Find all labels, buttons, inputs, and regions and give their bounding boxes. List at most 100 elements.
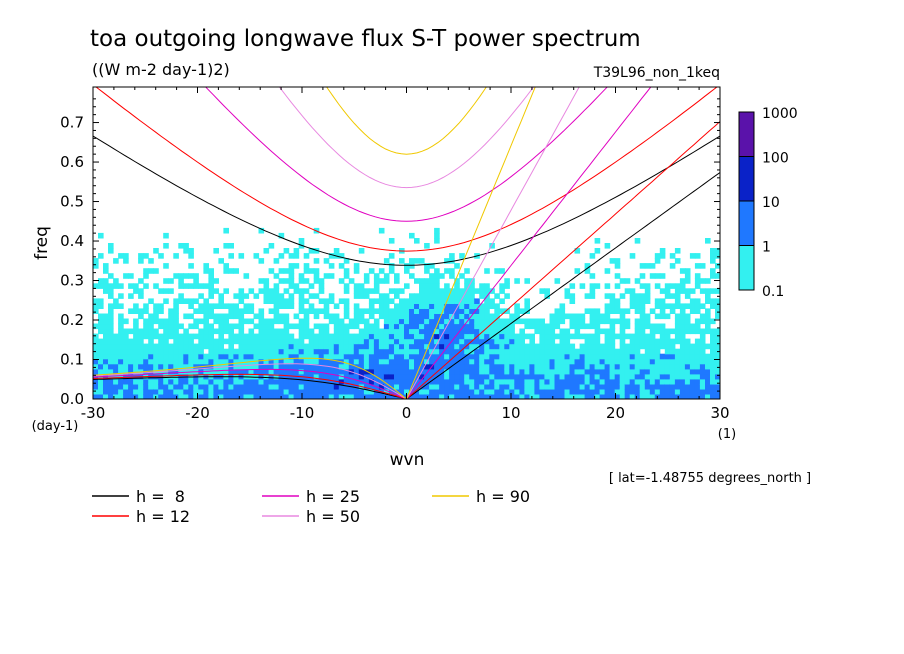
spectrum-cell (464, 278, 470, 284)
spectrum-cell (128, 388, 134, 395)
spectrum-cell (484, 373, 490, 380)
spectrum-cell (454, 378, 460, 385)
spectrum-cell (358, 388, 365, 395)
spectrum-cell (539, 388, 545, 395)
spectrum-cell (604, 313, 611, 320)
spectrum-cell (183, 313, 189, 320)
spectrum-cell (674, 318, 681, 325)
spectrum-cell (705, 383, 711, 390)
spectrum-cell (469, 293, 475, 299)
spectrum-cell (659, 303, 666, 309)
spectrum-cell (619, 373, 626, 380)
spectrum-cell (504, 318, 510, 325)
spectrum-cell (509, 388, 515, 395)
spectrum-cell (689, 368, 696, 375)
spectrum-cell (278, 378, 285, 385)
spectrum-cell (629, 373, 636, 380)
spectrum-cell (564, 378, 571, 385)
x-tick-label: 10 (501, 404, 520, 422)
spectrum-cell (98, 278, 104, 284)
y-tick-label: 0.2 (60, 311, 84, 329)
spectrum-cell (494, 313, 500, 320)
spectrum-cell (108, 323, 114, 330)
spectrum-cell (323, 303, 330, 309)
spectrum-cell (699, 263, 706, 269)
spectrum-cell (323, 378, 330, 385)
spectrum-cell (464, 328, 470, 335)
spectrum-cell (699, 363, 706, 370)
spectrum-cell (414, 308, 420, 314)
spectrum-cell (574, 394, 581, 399)
y-tick-label: 0.3 (60, 272, 84, 290)
spectrum-cell (409, 303, 415, 309)
spectrum-cell (694, 283, 701, 289)
spectrum-cell (679, 394, 686, 399)
spectrum-cell (238, 308, 245, 314)
spectrum-cell (684, 268, 691, 274)
spectrum-cell (624, 278, 631, 284)
spectrum-cell (338, 368, 345, 375)
spectrum-cell (268, 378, 275, 385)
spectrum-cell (624, 358, 631, 365)
spectrum-cell (715, 263, 720, 269)
spectrum-cell (599, 373, 606, 380)
spectrum-cell (113, 303, 119, 309)
spectrum-cell (268, 323, 275, 330)
spectrum-cell (569, 394, 576, 399)
spectrum-cell (574, 358, 581, 365)
spectrum-cell (574, 363, 581, 370)
spectrum-cell (699, 288, 706, 294)
spectrum-cell (168, 373, 174, 380)
spectrum-cell (228, 348, 234, 355)
spectrum-cell (258, 328, 265, 335)
spectrum-cell (133, 308, 139, 314)
spectrum-cell (233, 323, 239, 330)
spectrum-cell (589, 348, 596, 355)
spectrum-cell (113, 388, 119, 395)
spectrum-cell (143, 323, 149, 330)
spectrum-cell (669, 363, 676, 370)
spectrum-cell (118, 303, 124, 309)
spectrum-cell (128, 358, 134, 365)
spectrum-cell (449, 298, 455, 304)
spectrum-cell (143, 273, 149, 279)
spectrum-cell (283, 338, 290, 345)
spectrum-cell (534, 348, 540, 355)
spectrum-cell (399, 318, 405, 325)
spectrum-cell (268, 363, 275, 370)
spectrum-cell (143, 333, 149, 340)
spectrum-cell (569, 373, 576, 380)
spectrum-cell (694, 388, 701, 395)
spectrum-cell (188, 248, 194, 254)
spectrum-cell (288, 293, 295, 299)
spectrum-cell (489, 368, 495, 375)
spectrum-cell (253, 378, 260, 385)
spectrum-cell (654, 298, 661, 304)
spectrum-cell (659, 308, 666, 314)
spectrum-cell (353, 263, 360, 269)
spectrum-cell (634, 368, 641, 375)
spectrum-cell (273, 394, 280, 399)
spectrum-cell (113, 283, 119, 289)
spectrum-cell (609, 378, 616, 385)
spectrum-cell (258, 338, 265, 345)
spectrum-cell (599, 394, 606, 399)
spectrum-cell (323, 358, 330, 365)
spectrum-cell (128, 368, 134, 375)
spectrum-cell (353, 358, 360, 365)
spectrum-cell (644, 293, 651, 299)
spectrum-cell (524, 303, 530, 309)
spectrum-cell (434, 238, 440, 244)
spectrum-cell (699, 373, 706, 380)
spectrum-cell (705, 288, 711, 294)
spectrum-cell (494, 363, 500, 370)
spectrum-cell (193, 333, 199, 340)
spectrum-cell (293, 313, 300, 320)
spectrum-cell (373, 363, 380, 370)
spectrum-cell (323, 258, 330, 264)
spectrum-cell (143, 378, 149, 385)
spectrum-cell (529, 373, 535, 380)
kelvin-curve-90 (406, 87, 536, 399)
spectrum-cell (198, 333, 204, 340)
spectrum-cell (253, 388, 260, 395)
